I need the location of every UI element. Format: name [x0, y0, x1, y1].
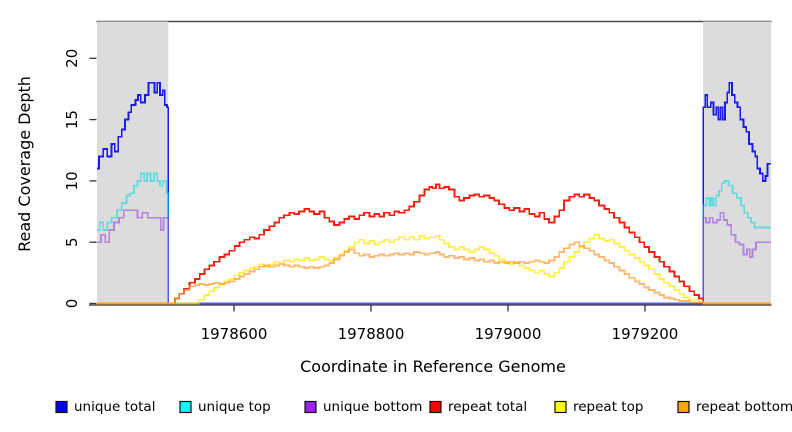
y-tick-label: 20 — [63, 49, 81, 68]
legend-swatch-icon — [677, 400, 690, 414]
chart-legend: unique total unique top unique bottom repea… — [55, 399, 792, 415]
y-tick-label: 15 — [63, 110, 81, 129]
series-repeat-total — [97, 183, 771, 305]
series-unique-bottom — [97, 209, 771, 305]
x-tick-label: 1978600 — [201, 325, 268, 343]
legend-item-unique-total: unique total — [55, 399, 155, 415]
legend-swatch-icon — [429, 400, 442, 414]
legend-label: unique top — [198, 399, 271, 415]
x-tick-label: 1978800 — [338, 325, 405, 343]
x-tick-label: 1979000 — [475, 325, 542, 343]
x-tick-label: 1979200 — [612, 325, 679, 343]
masked-region — [97, 21, 169, 305]
series-repeat-top — [97, 233, 771, 305]
legend-swatch-icon — [55, 400, 68, 414]
plot-area — [89, 20, 772, 306]
axes: 0 5 10 15 20 1978600 1978800 1979000 1979200 — [63, 49, 678, 343]
legend-label: repeat bottom — [696, 399, 792, 415]
legend-swatch-icon — [554, 400, 567, 414]
x-axis-title: Coordinate in Reference Genome — [300, 357, 566, 376]
series-repeat-bottom — [97, 241, 771, 305]
masked-region — [703, 21, 771, 305]
legend-item-repeat-bottom: repeat bottom — [677, 399, 792, 415]
y-axis-title: Read Coverage Depth — [15, 76, 34, 252]
legend-label: unique bottom — [323, 399, 422, 415]
series-unique-top — [97, 172, 771, 305]
legend-item-unique-top: unique top — [179, 399, 271, 415]
legend-label: repeat total — [448, 399, 527, 415]
legend-swatch-icon — [179, 400, 192, 414]
legend-item-repeat-total: repeat total — [429, 399, 527, 415]
y-tick-label: 0 — [63, 299, 81, 309]
legend-item-unique-bottom: unique bottom — [304, 399, 422, 415]
legend-label: unique total — [74, 399, 155, 415]
legend-label: repeat top — [573, 399, 643, 415]
legend-item-repeat-top: repeat top — [554, 399, 643, 415]
y-tick-label: 5 — [63, 237, 81, 247]
series-unique-total — [97, 81, 771, 305]
y-tick-label: 10 — [63, 171, 81, 190]
legend-swatch-icon — [304, 400, 317, 414]
